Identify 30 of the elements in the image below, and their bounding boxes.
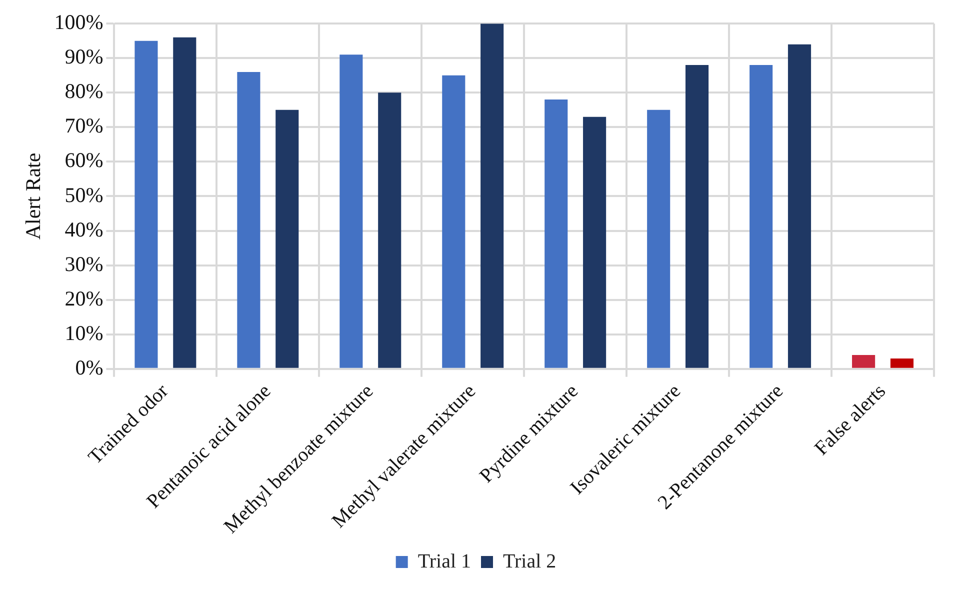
bar — [134, 40, 158, 368]
bar — [788, 44, 812, 368]
y-tick-label: 80% — [64, 79, 104, 104]
y-tick-label: 0% — [75, 355, 104, 380]
bar — [544, 100, 568, 368]
y-tick-label: 50% — [64, 182, 104, 207]
bar — [276, 110, 299, 368]
bar — [852, 355, 876, 368]
y-tick-label: 60% — [64, 148, 104, 172]
y-tick-label: 40% — [64, 217, 104, 242]
bar — [647, 110, 670, 368]
y-tick-label: 70% — [64, 114, 104, 138]
y-tick-label: 20% — [64, 286, 104, 310]
y-axis-title: Alert Rate — [21, 152, 46, 240]
y-tick-label: 90% — [64, 44, 104, 69]
bar — [890, 358, 914, 368]
bar — [480, 24, 504, 368]
bar — [237, 72, 260, 368]
bar — [442, 75, 466, 368]
y-tick-label: 10% — [64, 320, 104, 345]
bar — [340, 54, 363, 368]
bar — [583, 116, 606, 368]
y-tick-label: 100% — [54, 10, 104, 34]
legend-label: Trial 2 — [503, 550, 556, 572]
y-tick-label: 30% — [64, 252, 104, 276]
bar — [685, 65, 709, 368]
legend-label: Trial 1 — [418, 550, 472, 572]
bar — [750, 65, 773, 368]
bar — [378, 92, 402, 368]
bar — [173, 37, 196, 368]
